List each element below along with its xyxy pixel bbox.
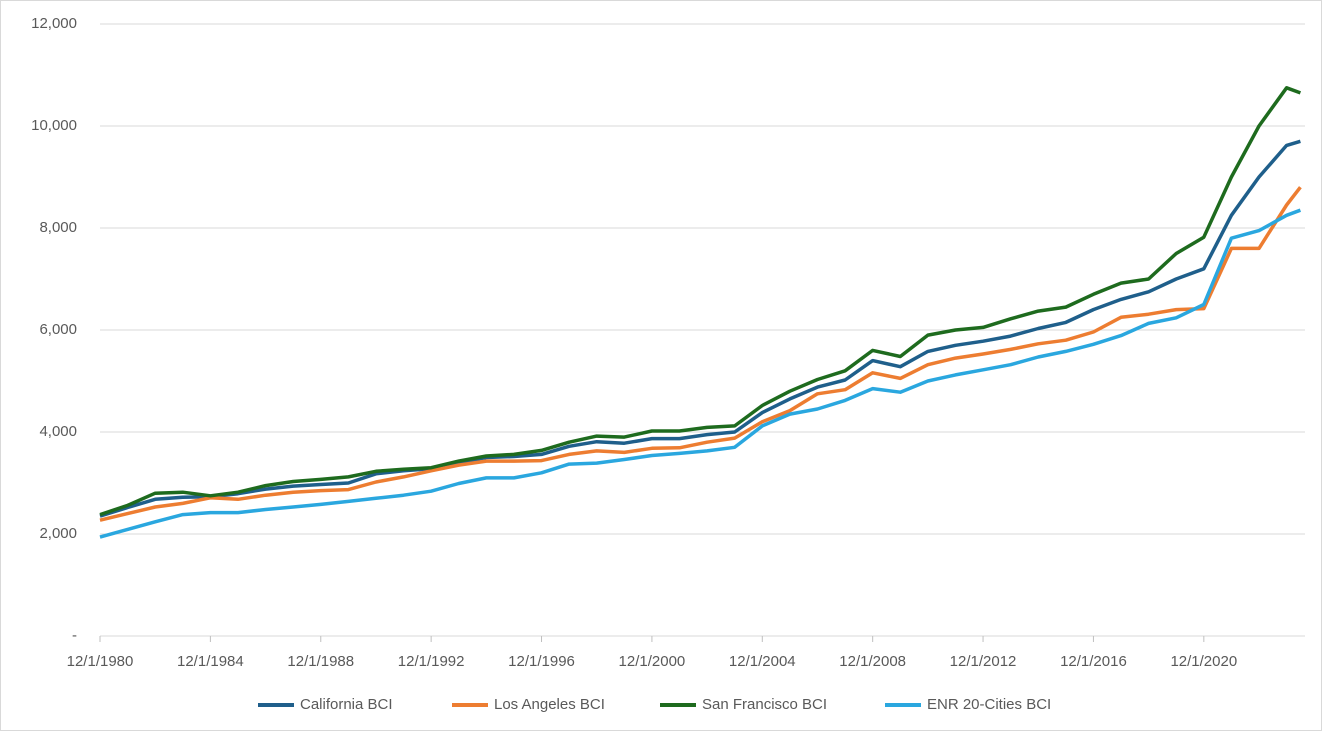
legend-label: ENR 20-Cities BCI [927,696,1051,713]
x-tick-label: 12/1/1988 [287,653,354,670]
y-tick-label: - [72,627,77,644]
series-line [99,86,1302,517]
x-tick-label: 12/1/2012 [950,653,1017,670]
legend-label: San Francisco BCI [702,696,827,713]
y-tick-label: 6,000 [39,321,77,338]
y-tick-label: 12,000 [31,15,77,32]
x-tick-label: 12/1/2004 [729,653,796,670]
x-tick-label: 12/1/2016 [1060,653,1127,670]
x-tick-label: 12/1/2008 [839,653,906,670]
series-line [99,139,1301,518]
y-tick-label: 8,000 [39,219,77,236]
legend-label: Los Angeles BCI [494,696,605,713]
series-line [99,186,1302,522]
x-tick-label: 12/1/1996 [508,653,575,670]
x-tick-label: 12/1/2000 [619,653,686,670]
x-tick-label: 12/1/1980 [67,653,134,670]
x-tick-label: 12/1/1984 [177,653,244,670]
legend-label: California BCI [300,696,393,713]
y-tick-label: 4,000 [39,423,77,440]
x-tick-label: 12/1/1992 [398,653,465,670]
series-line [99,208,1302,539]
y-tick-label: 10,000 [31,117,77,134]
y-tick-label: 2,000 [39,525,77,542]
x-tick-label: 12/1/2020 [1170,653,1237,670]
